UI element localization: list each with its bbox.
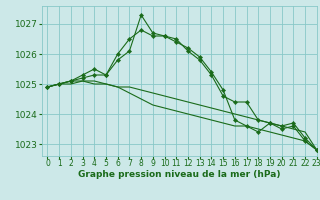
X-axis label: Graphe pression niveau de la mer (hPa): Graphe pression niveau de la mer (hPa) xyxy=(78,170,280,179)
